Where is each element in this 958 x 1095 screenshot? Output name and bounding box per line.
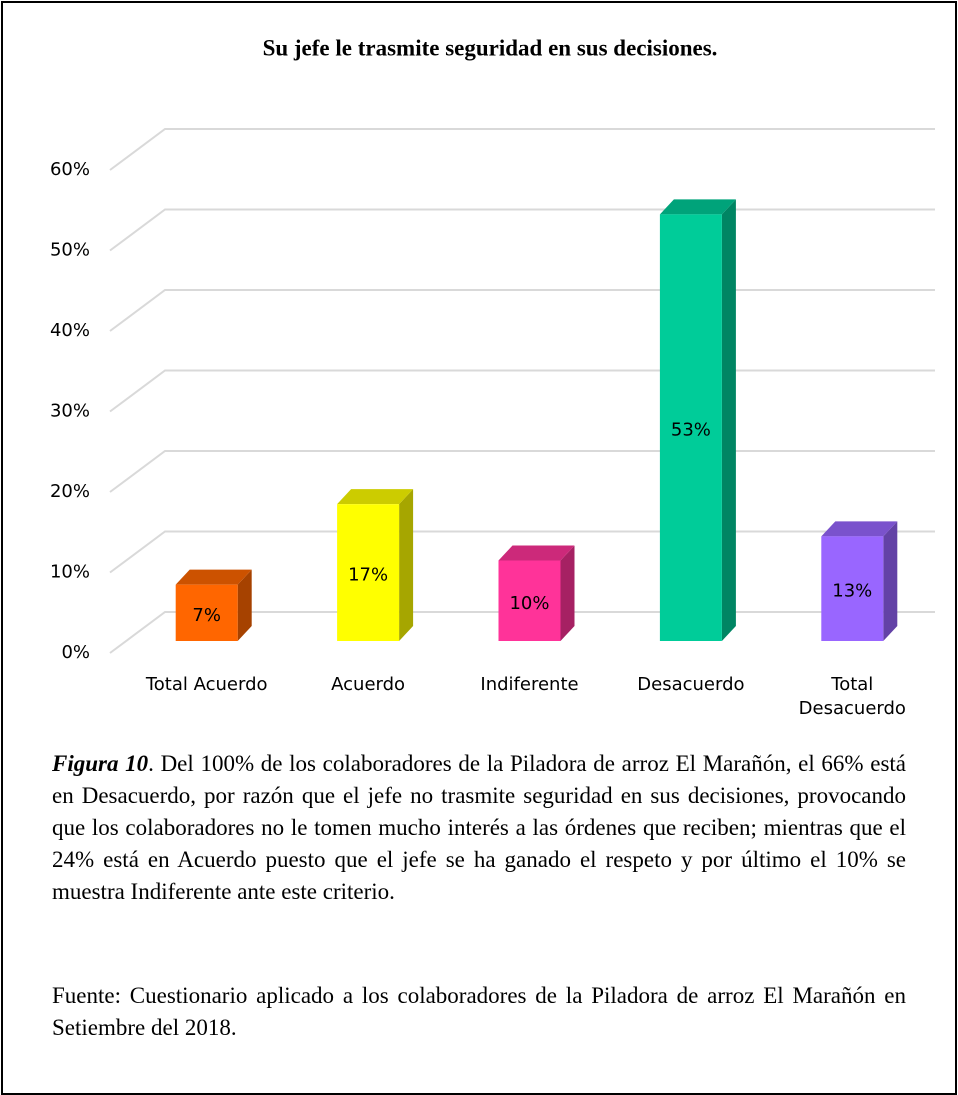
bar: [175, 584, 238, 641]
grid-line: [109, 450, 935, 493]
x-tick-label: Acuerdo: [331, 674, 406, 695]
data-label: 13%: [832, 581, 872, 602]
caption-text: . Del 100% de los colaboradores de la Pi…: [52, 751, 906, 904]
y-tick-label: 60%: [50, 159, 90, 180]
chart: Su jefe le trasmite seguridad en sus dec…: [50, 35, 935, 663]
bar-side: [721, 199, 736, 641]
data-label: 53%: [671, 420, 711, 441]
grid-line: [109, 128, 935, 171]
bar-side: [883, 521, 898, 641]
grid-line: [109, 369, 935, 413]
grid-line: [109, 289, 935, 332]
caption-label: Figura 10: [52, 751, 149, 776]
bar-top: [175, 569, 252, 585]
source: Fuente: Cuestionario aplicado a los cola…: [52, 983, 906, 1040]
data-label: 7%: [192, 605, 221, 626]
bar-top: [659, 199, 736, 215]
bar: [337, 504, 400, 641]
data-label: 17%: [348, 565, 388, 586]
y-tick-label: 40%: [50, 320, 90, 341]
y-tick-label: 30%: [50, 401, 90, 422]
x-tick-label: Indiferente: [480, 674, 579, 695]
bar-top: [337, 489, 414, 505]
x-tick-label: Total Acuerdo: [145, 674, 268, 695]
y-tick-label: 20%: [50, 481, 90, 502]
y-tick-label: 50%: [50, 240, 90, 261]
grid-line: [109, 208, 935, 252]
bar-side: [560, 545, 575, 641]
y-tick-label: 10%: [50, 562, 90, 583]
bar-side: [399, 489, 414, 641]
bar-top: [498, 545, 575, 561]
bar: [659, 214, 722, 641]
chart-title: Su jefe le trasmite seguridad en sus dec…: [263, 35, 718, 60]
data-label: 10%: [509, 593, 549, 614]
bar-top: [821, 521, 898, 537]
y-tick-label: 0%: [61, 642, 90, 663]
bar-side: [237, 569, 252, 641]
x-tick-label: Desacuerdo: [637, 674, 745, 695]
bar: [821, 536, 884, 641]
caption: Figura 10. Del 100% de los colaboradores…: [52, 748, 906, 908]
bar: [498, 560, 561, 641]
x-tick-label: Total Desacuerdo: [798, 674, 906, 719]
